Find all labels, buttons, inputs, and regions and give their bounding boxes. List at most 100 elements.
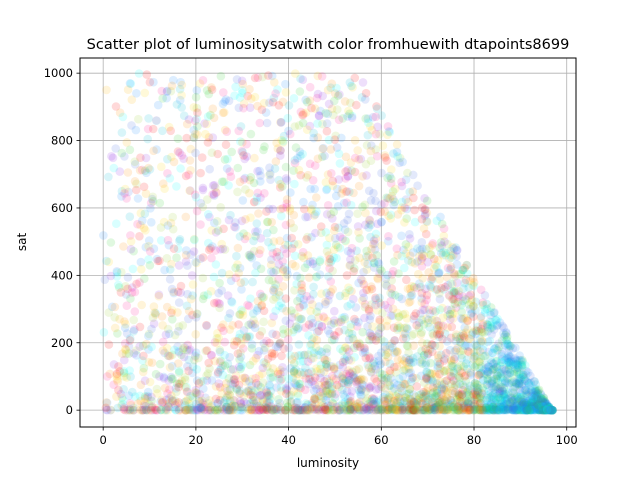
data-point [409,282,419,292]
data-point [521,370,531,379]
data-point [321,228,331,237]
data-point [473,383,483,393]
data-point [421,209,430,219]
data-point [444,290,454,300]
data-point [529,405,539,415]
data-point [388,266,398,276]
data-point [453,297,463,307]
data-point [237,216,247,226]
data-point [149,302,159,311]
data-point [524,368,533,377]
data-point [383,122,393,131]
data-point [403,256,413,265]
data-point [297,280,306,289]
data-point [239,103,248,113]
data-point [323,85,333,95]
data-point [404,348,413,358]
data-point [490,405,499,415]
data-point [316,401,326,410]
data-point [365,285,374,295]
data-point [540,403,549,413]
data-point [432,316,442,326]
data-point [364,305,374,314]
data-point [229,340,239,350]
data-point [203,112,213,121]
data-point [219,405,228,415]
data-point [547,405,557,415]
data-point [344,328,354,338]
data-point [447,253,456,262]
data-point [519,403,528,412]
data-point [273,405,283,414]
data-point [167,152,176,162]
data-point [285,129,295,139]
data-point [382,321,392,331]
data-point [387,270,397,279]
data-point [449,400,459,410]
data-point [323,109,333,119]
data-point [472,383,482,392]
data-point [120,152,129,161]
data-point [421,284,430,294]
data-point [199,291,209,301]
data-point [182,382,191,392]
data-point [386,311,396,320]
data-point [387,290,397,299]
data-point [330,234,340,243]
data-point [196,403,205,413]
data-point [464,390,473,399]
data-point [297,289,306,298]
data-point [525,402,534,412]
data-point [538,402,547,411]
data-point [235,389,245,398]
data-point [522,400,532,409]
data-point [215,365,225,375]
data-point [192,376,202,385]
data-point [298,405,307,415]
data-point [393,405,402,415]
data-point [358,276,367,285]
data-point [480,305,490,315]
data-point [243,300,252,310]
data-point [508,405,518,415]
data-point [476,399,485,408]
data-point [191,385,200,395]
data-point [344,378,353,388]
data-point [203,369,213,378]
data-point [296,170,306,180]
data-point [472,405,482,415]
data-point [487,376,497,386]
data-point [365,215,374,225]
data-point [423,350,432,360]
data-point [532,404,542,414]
data-point [327,382,337,391]
data-point [499,402,508,412]
data-point [247,340,257,349]
data-point [303,400,313,409]
data-point [515,395,524,404]
data-point [461,370,471,380]
data-point [298,75,308,85]
data-point [330,226,339,235]
data-point [409,314,419,324]
data-point [279,329,288,339]
data-point [262,388,272,397]
data-point [344,398,353,407]
x-tick-label: 100 [556,433,578,447]
data-point [548,405,557,415]
y-tick-label: 600 [51,201,73,215]
data-point [455,337,465,347]
data-point [421,404,431,413]
data-point [344,366,353,375]
data-point [246,405,255,415]
data-point [496,382,505,391]
data-point [436,350,446,360]
data-point [441,396,451,406]
data-point [168,224,178,234]
data-point [488,321,498,331]
data-point [171,400,180,410]
data-point [433,255,443,265]
data-point [345,397,355,406]
data-point [289,367,299,376]
data-point [285,319,295,329]
